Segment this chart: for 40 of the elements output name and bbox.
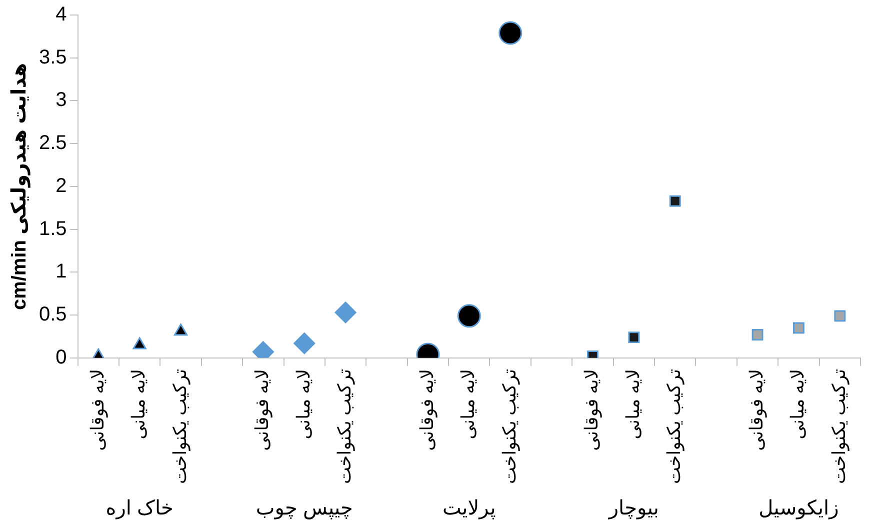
- text: خاک اره: [106, 498, 174, 520]
- text: زایکوسیل: [758, 498, 839, 520]
- x-tick-label: لایه میانی: [128, 368, 149, 440]
- x-tick-label: ترکیب یکنواخت: [664, 368, 686, 484]
- y-tick-label: 3: [56, 89, 67, 112]
- y-tick-label: 4: [56, 4, 67, 26]
- x-tick-label: لایه فوقانی: [416, 368, 438, 451]
- point: [834, 310, 846, 322]
- point: [793, 322, 804, 334]
- x-tick-label: لایه فوقانی: [252, 368, 274, 451]
- x-tick-label: لایه میانی: [458, 368, 478, 440]
- x-tick-label: لایه میانی: [622, 368, 643, 440]
- x-tick-label: لایه میانی: [293, 368, 314, 440]
- point: [334, 302, 356, 324]
- point: [669, 195, 681, 207]
- point: [498, 21, 522, 45]
- point: [294, 332, 316, 354]
- y-tick-label: 0: [56, 346, 67, 368]
- point: [174, 324, 188, 336]
- y-tick-label: 2: [56, 174, 67, 197]
- y-tick-label: 2.5: [38, 132, 67, 154]
- x-tick-label: لایه فوقانی: [582, 368, 603, 451]
- y-tick-label: 1.5: [38, 218, 67, 240]
- x-tick-label: ترکیب یکنواخت: [499, 368, 520, 484]
- text: بیوچار: [608, 498, 659, 520]
- x-tick-label: لایه فوقانی: [746, 368, 768, 451]
- point: [457, 304, 481, 328]
- x-tick-label: ترکیب یکنواخت: [170, 368, 191, 484]
- y-tick-label: 0.5: [38, 304, 67, 326]
- text: چیپس چوب: [256, 498, 353, 520]
- y-tick-label: 3.5: [38, 46, 67, 68]
- y-axis-title: cm/min هدایت هیدرولیکی: [8, 62, 31, 310]
- x-tick-label: ترکیب یکنواخت: [334, 368, 356, 484]
- text: پرلایت: [442, 498, 496, 520]
- x-tick-label: لایه میانی: [788, 368, 808, 440]
- x-tick-label: ترکیب یکنواخت: [828, 368, 850, 484]
- point: [752, 329, 764, 340]
- point: [628, 332, 640, 344]
- y-tick-label: 1: [56, 260, 67, 283]
- x-tick-label: لایه فوقانی: [87, 368, 108, 451]
